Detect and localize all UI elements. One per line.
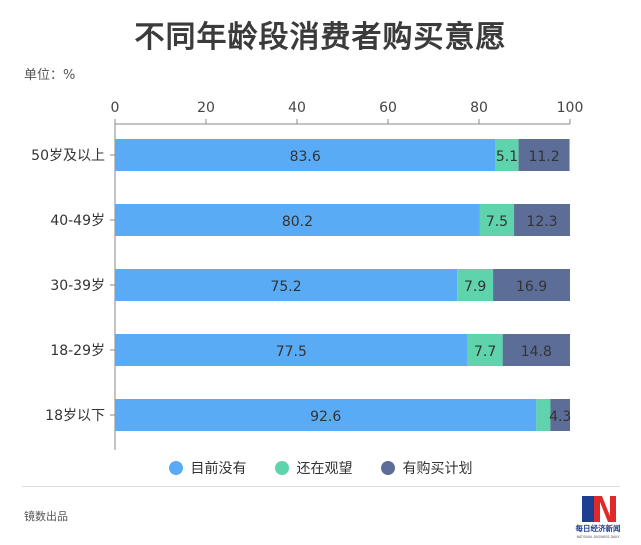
category-label: 18岁以下 [45, 408, 105, 424]
bar-segment [493, 269, 570, 301]
logo-subtext: NATIONAL BUSINESS DAILY [577, 535, 620, 539]
data-label: 12.3 [526, 214, 557, 230]
data-label: 83.6 [290, 149, 321, 165]
data-label: 80.2 [282, 214, 313, 230]
legend: 目前没有 还在观望 有购买计划 [0, 458, 641, 478]
bar-segment [502, 334, 570, 366]
bar-segment [115, 139, 496, 171]
legend-label-current: 目前没有 [190, 461, 247, 477]
data-label: 7.7 [474, 344, 496, 360]
legend-label-waiting: 还在观望 [296, 461, 353, 477]
x-tick-label: 0 [111, 100, 120, 116]
bar-segment [479, 204, 515, 236]
bar-segment [518, 139, 570, 171]
category-label: 30-39岁 [50, 278, 105, 294]
bar-segment [467, 334, 503, 366]
chart-title: 不同年龄段消费者购买意愿 [134, 20, 507, 55]
bar-segment [457, 269, 494, 301]
x-tick-label: 20 [197, 100, 215, 116]
legend-item-current: 目前没有 [168, 458, 247, 478]
unit-label: 单位：% [24, 68, 76, 83]
bar-segment [550, 399, 570, 431]
data-label: 75.2 [270, 279, 301, 295]
stacked-bar-chart: 0 20 40 60 80 100 50岁及以上 83.6 5.1 11.2 40-49岁 80.2 7… [31, 100, 584, 450]
legend-item-planned: 有购买计划 [380, 458, 473, 478]
data-label: 11.2 [528, 149, 559, 165]
x-tick-label: 80 [470, 100, 488, 116]
bar-segment [115, 399, 537, 431]
data-label: 7.9 [464, 279, 486, 295]
data-label: 7.5 [486, 214, 508, 230]
data-label: 5.1 [496, 149, 518, 165]
legend-label-planned: 有购买计划 [402, 461, 473, 477]
bar-segment [495, 139, 519, 171]
category-label: 40-49岁 [50, 213, 105, 229]
legend-item-waiting: 还在观望 [274, 458, 353, 478]
footer-divider [22, 486, 620, 487]
data-label: 16.9 [516, 279, 547, 295]
data-label: 92.6 [310, 409, 341, 425]
brand-logo: 每日经济新闻 NATIONAL BUSINESS DAILY [576, 496, 621, 539]
source-label: 镜数出品 [24, 510, 68, 523]
bar-segment [536, 399, 551, 431]
bar-segment [115, 204, 480, 236]
bar-segment [115, 269, 458, 301]
logo-text: 每日经济新闻 [576, 523, 621, 533]
legend-swatch-current [168, 461, 183, 475]
category-label: 50岁及以上 [31, 148, 105, 164]
data-label: 14.8 [521, 344, 552, 360]
bar-segment [514, 204, 570, 236]
bar-segment [115, 334, 468, 366]
x-tick-label: 60 [379, 100, 397, 116]
data-label: 77.5 [276, 344, 307, 360]
data-label: 4.3 [549, 409, 571, 425]
x-tick-label: 100 [557, 100, 584, 116]
category-label: 18-29岁 [50, 343, 105, 359]
legend-swatch-waiting [274, 461, 289, 475]
x-tick-label: 40 [288, 100, 306, 116]
legend-swatch-planned [380, 461, 395, 475]
